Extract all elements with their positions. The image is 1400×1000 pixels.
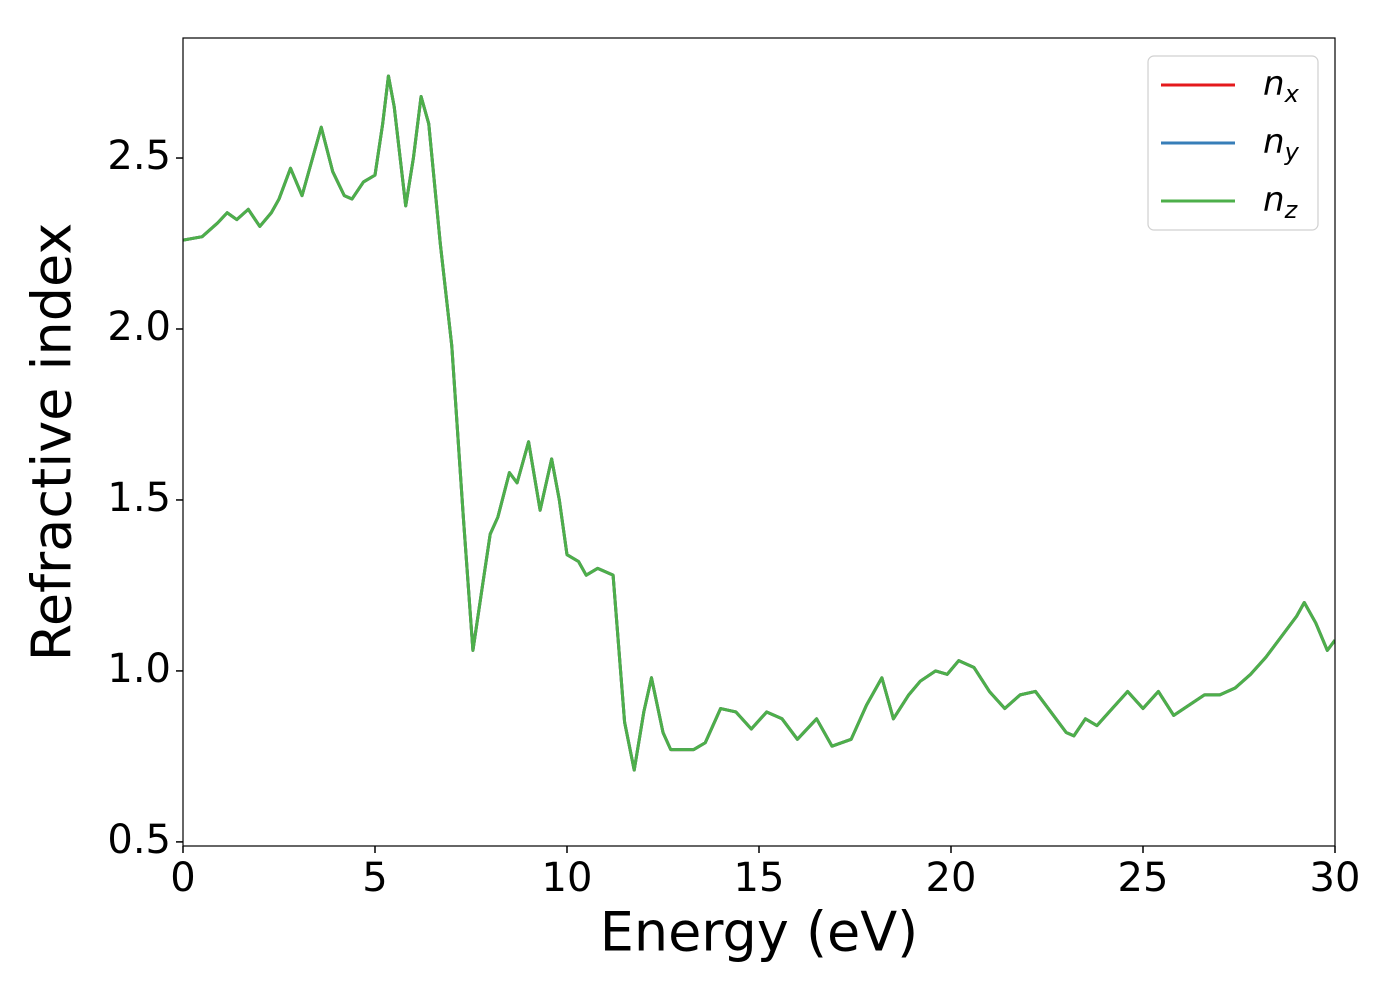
y-tick-label: 1.5 bbox=[107, 475, 171, 521]
x-tick-label: 0 bbox=[170, 855, 195, 901]
x-tick-label: 10 bbox=[542, 855, 593, 901]
legend-label: nz bbox=[1263, 180, 1299, 225]
legend-label: ny bbox=[1263, 122, 1300, 167]
plot-frame bbox=[182, 37, 1336, 847]
x-tick-label: 30 bbox=[1310, 855, 1361, 901]
x-axis-label: Energy (eV) bbox=[600, 901, 919, 964]
y-tick-label: 2.0 bbox=[107, 304, 171, 350]
y-tick-label: 0.5 bbox=[107, 817, 171, 863]
x-tick-label: 20 bbox=[926, 855, 977, 901]
y-tick-label: 1.0 bbox=[107, 646, 171, 692]
legend-label: nx bbox=[1263, 64, 1300, 109]
y-axis-label: Refractive index bbox=[21, 223, 84, 662]
data-line bbox=[183, 74, 1335, 772]
x-tick-label: 5 bbox=[362, 855, 387, 901]
x-tick-label: 15 bbox=[734, 855, 785, 901]
x-tick-label: 25 bbox=[1118, 855, 1169, 901]
y-tick-label: 2.5 bbox=[107, 133, 171, 179]
